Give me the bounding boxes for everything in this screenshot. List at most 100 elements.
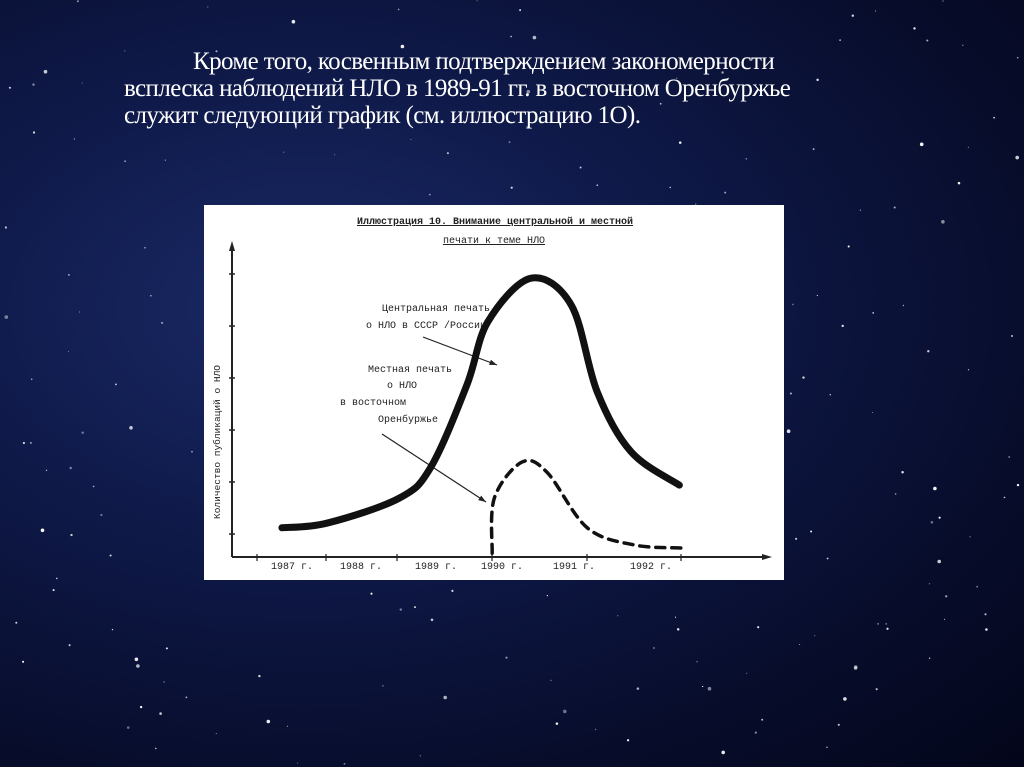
star [792, 303, 794, 306]
star [701, 685, 704, 688]
series-label-line: в восточном [340, 398, 406, 409]
star [875, 688, 878, 691]
star [829, 393, 832, 396]
star [563, 709, 567, 714]
star [810, 530, 813, 533]
star [877, 623, 879, 625]
star [1003, 496, 1006, 499]
star [967, 369, 970, 371]
star [15, 621, 18, 624]
star [134, 657, 139, 662]
series-label-central: Центральная печать о НЛО в СССР /России/ [366, 304, 492, 332]
star [872, 411, 874, 414]
star [938, 516, 941, 519]
star [161, 321, 164, 324]
series-line-central-press [278, 274, 683, 532]
slide-text-line-3: служит следующий график (см. иллюстрацию… [124, 102, 641, 129]
star [1016, 56, 1019, 59]
star [137, 88, 140, 91]
y-axis-label: Количество публикаций о НЛО [212, 365, 223, 519]
star [676, 77, 678, 79]
star [399, 608, 403, 611]
x-tick-label: 1988 г. [340, 562, 382, 573]
star [215, 733, 217, 735]
star [795, 537, 798, 540]
star [68, 274, 70, 276]
star [984, 613, 987, 616]
annotation-arrow [422, 336, 498, 366]
star [69, 466, 72, 470]
star [636, 687, 640, 690]
star [111, 628, 114, 631]
star [913, 27, 916, 30]
star [927, 350, 930, 353]
star [165, 647, 168, 650]
star [847, 245, 850, 248]
star [163, 681, 165, 683]
star [746, 672, 748, 674]
star [851, 14, 855, 17]
star [343, 762, 346, 765]
star [510, 186, 513, 189]
star [676, 628, 680, 631]
star [505, 656, 508, 659]
x-tick-labels: 1987 г. 1988 г. 1989 г. 1990 г. 1991 г. … [271, 562, 672, 573]
chart-image: Иллюстрация 10. Внимание центральной и м… [204, 205, 784, 580]
star [669, 186, 671, 189]
star [550, 679, 552, 682]
star [930, 521, 934, 524]
star [283, 151, 285, 153]
star [901, 470, 904, 474]
star [325, 94, 328, 97]
star [841, 324, 844, 328]
star [30, 378, 33, 380]
star [451, 589, 454, 592]
star [269, 64, 271, 66]
star [159, 712, 162, 715]
star [410, 138, 412, 141]
star [859, 209, 862, 212]
series-lines [278, 274, 683, 555]
star [510, 35, 512, 38]
star [678, 141, 682, 144]
star [816, 78, 819, 82]
star [164, 159, 166, 161]
series-label-line: Центральная печать [382, 304, 490, 315]
star [962, 44, 964, 46]
star [419, 755, 422, 757]
star [761, 718, 764, 721]
axes [229, 241, 772, 561]
star [78, 311, 81, 313]
star [40, 528, 45, 533]
star [286, 725, 289, 727]
star [297, 762, 299, 764]
x-tick-label: 1990 г. [481, 562, 523, 573]
star [812, 148, 815, 151]
star [789, 392, 792, 395]
star [476, 0, 478, 2]
star [365, 60, 368, 62]
star [4, 226, 8, 229]
star [928, 657, 931, 659]
star [976, 585, 979, 588]
star [361, 86, 363, 89]
star [945, 595, 948, 598]
star [546, 594, 549, 597]
star [532, 35, 537, 40]
slide-text-line-1: Кроме того, косвенным подтверждением зак… [193, 48, 775, 75]
star [129, 426, 133, 430]
star [22, 441, 26, 445]
star [696, 661, 698, 663]
arrowhead [478, 495, 486, 502]
star [45, 469, 48, 472]
star [22, 660, 25, 663]
star [185, 696, 188, 699]
x-tick-label: 1992 г. [630, 562, 672, 573]
star [893, 206, 896, 209]
star [430, 618, 434, 622]
star [745, 158, 748, 160]
star [1011, 335, 1013, 337]
star [943, 618, 946, 620]
star [73, 138, 75, 140]
star [139, 705, 143, 709]
